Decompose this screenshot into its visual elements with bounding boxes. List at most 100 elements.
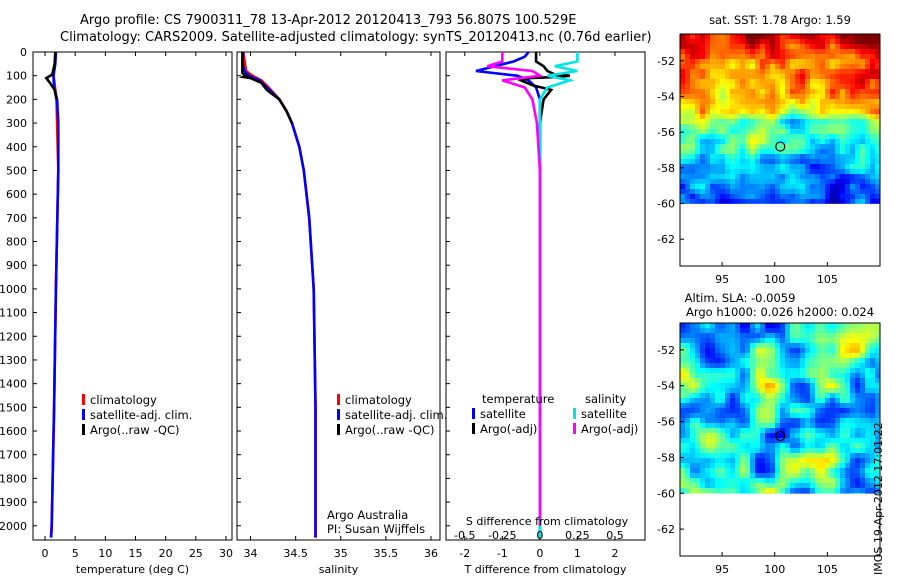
map-cell: [785, 463, 791, 469]
map-cell: [775, 368, 781, 374]
map-cell: [740, 423, 746, 429]
map-cell: [790, 473, 796, 479]
map-cell: [685, 493, 691, 494]
map-cell: [855, 388, 861, 394]
map-cell: [770, 358, 776, 364]
map-cell: [795, 59, 801, 65]
map-cell: [820, 443, 826, 449]
map-cell: [830, 109, 836, 115]
map-cell: [875, 139, 881, 145]
map-cell: [865, 164, 871, 170]
map-cell: [840, 104, 846, 110]
map-cell: [735, 473, 741, 479]
map-cell: [815, 179, 821, 185]
map-cell: [695, 99, 701, 105]
map-cell: [780, 199, 786, 204]
map-cell: [840, 174, 846, 180]
map-cell: [815, 189, 821, 195]
map-cell: [695, 84, 701, 90]
map-cell: [735, 129, 741, 135]
map-cell: [735, 44, 741, 50]
map-cell: [865, 129, 871, 135]
map-cell: [745, 373, 751, 379]
map-cell: [735, 39, 741, 45]
map-subtitle: Argo h1000: 0.026 h2000: 0.024: [686, 305, 874, 319]
map-cell: [825, 453, 831, 459]
map-cell: [730, 368, 736, 374]
map-cell: [705, 44, 711, 50]
map-cell: [875, 338, 881, 344]
map-cell: [845, 44, 851, 50]
map-cell: [755, 378, 761, 384]
map-cell: [870, 458, 876, 464]
map-cell: [835, 488, 841, 494]
map-cell: [780, 433, 786, 439]
map-cell: [805, 174, 811, 180]
map-cell: [770, 149, 776, 155]
map-cell: [815, 149, 821, 155]
map-cell: [730, 39, 736, 45]
map-cell: [765, 343, 771, 349]
map-cell: [780, 54, 786, 60]
map-cell: [770, 74, 776, 80]
map-cell: [685, 159, 691, 165]
map-cell: [840, 398, 846, 404]
header-line-1: Argo profile: CS 7900311_78 13-Apr-2012 …: [80, 13, 576, 28]
map-cell: [820, 104, 826, 110]
map-cell: [735, 433, 741, 439]
map-cell: [850, 149, 856, 155]
map-cell: [695, 149, 701, 155]
map-cell: [700, 378, 706, 384]
map-cell: [825, 403, 831, 409]
map-cell: [775, 159, 781, 165]
map-cell: [865, 383, 871, 389]
map-cell: [775, 428, 781, 434]
map-cell: [820, 463, 826, 469]
map-cell: [770, 54, 776, 60]
map-cell: [685, 124, 691, 130]
map-cell: [760, 478, 766, 484]
map-cell: [855, 79, 861, 85]
map-cell: [765, 353, 771, 359]
map-cell: [835, 428, 841, 434]
map-cell: [825, 433, 831, 439]
map-cell: [730, 493, 736, 494]
map-cell: [730, 438, 736, 444]
map-cell: [710, 49, 716, 55]
map-cell: [720, 368, 726, 374]
map-cell: [695, 478, 701, 484]
map-cell: [810, 358, 816, 364]
x-tick-label: 105: [817, 273, 838, 286]
map-cell: [730, 428, 736, 434]
map-cell: [715, 333, 721, 339]
map-cell: [860, 74, 866, 80]
map-cell: [870, 338, 876, 344]
map-cell: [745, 473, 751, 479]
map-cell: [790, 164, 796, 170]
map-cell: [755, 478, 761, 484]
map-cell: [775, 134, 781, 140]
map-cell: [790, 104, 796, 110]
map-cell: [760, 338, 766, 344]
map-cell: [685, 154, 691, 160]
map-cell: [865, 468, 871, 474]
map-cell: [735, 179, 741, 185]
map-cell: [845, 64, 851, 70]
map-cell: [815, 363, 821, 369]
map-cell: [815, 159, 821, 165]
map-cell: [700, 368, 706, 374]
map-cell: [825, 358, 831, 364]
map-cell: [775, 169, 781, 175]
map-cell: [790, 323, 796, 329]
map-cell: [870, 363, 876, 369]
map-cell: [695, 323, 701, 329]
map-cell: [875, 184, 881, 190]
map-cell: [715, 74, 721, 80]
map-cell: [845, 338, 851, 344]
map-cell: [680, 443, 686, 449]
map-cell: [760, 408, 766, 414]
map-cell: [785, 79, 791, 85]
map-cell: [695, 468, 701, 474]
map-cell: [685, 149, 691, 155]
map-cell: [750, 473, 756, 479]
